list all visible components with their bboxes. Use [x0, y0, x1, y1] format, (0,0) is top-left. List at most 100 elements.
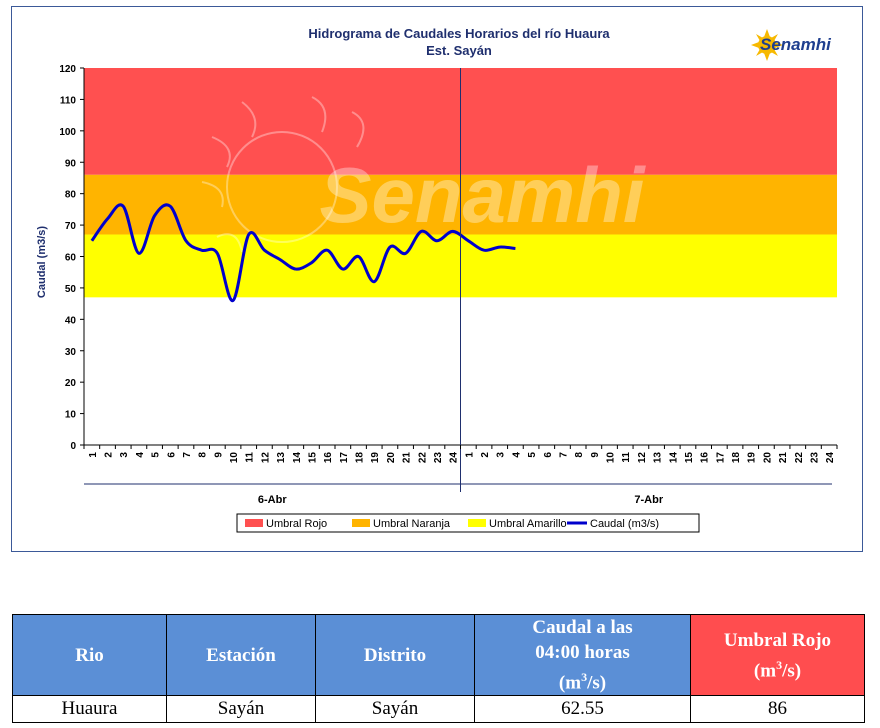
header-distrito: Distrito [315, 613, 475, 697]
header-umbral-unit: (m3/s) [753, 657, 802, 681]
x-tick-label: 22 [794, 452, 805, 464]
x-tick-label: 4 [511, 452, 522, 458]
legend-label: Umbral Amarillo [489, 518, 567, 530]
x-tick-label: 17 [715, 452, 726, 464]
y-tick-label: 20 [65, 378, 77, 389]
legend-swatch [468, 519, 486, 527]
x-tick-label: 14 [668, 452, 679, 464]
x-tick-label: 11 [245, 452, 256, 463]
sun-icon [751, 29, 783, 61]
x-tick-label: 24 [449, 452, 460, 464]
cell-caudal: 62.55 [474, 695, 691, 724]
x-tick-label: 21 [402, 452, 413, 464]
chart-title: Hidrograma de Caudales Horarios del río … [308, 26, 610, 41]
x-tick-label: 15 [684, 452, 695, 464]
x-tick-label: 18 [731, 452, 742, 464]
header-rio: Rio [12, 613, 167, 697]
y-tick-label: 90 [65, 158, 77, 169]
x-tick-label: 7 [182, 452, 193, 458]
x-tick-label: 8 [198, 452, 209, 458]
legend-swatch [245, 519, 263, 527]
x-tick-label: 5 [527, 452, 538, 458]
cell-estacion: Sayán [166, 695, 316, 724]
x-tick-label: 17 [339, 452, 350, 464]
y-ticks: 0 10 20 30 40 50 60 70 80 90 100 110 120 [59, 64, 84, 452]
day-label: 7-Abr [634, 494, 663, 506]
x-tick-label: 4 [135, 452, 146, 458]
y-tick-label: 80 [65, 190, 77, 201]
x-tick-label: 18 [355, 452, 366, 464]
x-tick-label: 5 [151, 452, 162, 458]
hydrograph-chart: Hidrograma de Caudales Horarios del río … [36, 26, 838, 533]
chart-subtitle: Est. Sayán [426, 43, 492, 58]
watermark-text: Senamhi [319, 151, 645, 239]
legend-label: Umbral Naranja [373, 518, 451, 530]
x-tick-label: 1 [88, 452, 99, 458]
y-tick-label: 40 [65, 315, 77, 326]
watermark-sun-icon [201, 96, 365, 253]
y-tick-label: 100 [59, 127, 76, 138]
senamhi-logo: Senamhi [751, 29, 832, 61]
table-row: Huaura Sayán Sayán 62.55 86 [12, 695, 865, 724]
x-tick-label: 14 [292, 452, 303, 464]
x-tick-label: 19 [747, 452, 758, 464]
x-tick-label: 6 [166, 452, 177, 458]
x-tick-label: 13 [276, 452, 287, 464]
header-estacion: Estación [166, 613, 316, 697]
x-tick-label: 7 [558, 452, 569, 458]
x-tick-label: 16 [323, 452, 334, 464]
logo-text: Senamhi [760, 35, 832, 54]
chart-frame: Hidrograma de Caudales Horarios del río … [11, 6, 863, 552]
x-ticks: 1 2 3 4 5 6 7 8 9 10 11 12 13 14 15 16 17 18 19 20 21 22 23 24 1… [83, 445, 838, 464]
header-caudal: Caudal a las 04:00 horas (m3/s) [474, 613, 691, 697]
y-tick-label: 50 [65, 284, 77, 295]
x-tick-label: 23 [433, 452, 444, 464]
legend-label: Caudal (m3/s) [590, 518, 659, 530]
x-tick-label: 2 [104, 452, 115, 458]
y-tick-label: 10 [65, 410, 77, 421]
x-tick-label: 23 [809, 452, 820, 464]
day-labels: 6-Abr 7-Abr [258, 494, 664, 506]
x-tick-label: 20 [762, 452, 773, 464]
x-tick-label: 1 [464, 452, 475, 458]
cell-umbral: 86 [690, 695, 865, 724]
x-tick-label: 16 [700, 452, 711, 464]
table-header-row: Rio Estación Distrito Caudal a las 04:00… [12, 613, 865, 697]
y-tick-label: 120 [59, 64, 76, 75]
x-tick-label: 6 [543, 452, 554, 458]
x-tick-label: 10 [606, 452, 617, 464]
x-tick-label: 2 [480, 452, 491, 458]
x-tick-label: 3 [496, 452, 507, 458]
x-tick-label: 10 [229, 452, 240, 464]
x-tick-label: 8 [574, 452, 585, 458]
x-tick-label: 12 [637, 452, 648, 464]
header-umbral-line1: Umbral Rojo [723, 629, 832, 651]
header-caudal-line1: Caudal a las [532, 617, 633, 638]
x-tick-label: 13 [653, 452, 664, 464]
x-tick-label: 19 [370, 452, 381, 464]
x-tick-label: 20 [386, 452, 397, 464]
x-tick-label: 12 [260, 452, 271, 464]
header-caudal-unit: (m3/s) [558, 670, 607, 694]
x-tick-label: 22 [417, 452, 428, 464]
series-line-caudal [90, 203, 516, 302]
x-tick-label: 24 [825, 452, 836, 464]
y-tick-label: 110 [60, 95, 77, 106]
series-layer [90, 203, 516, 302]
day-label: 6-Abr [258, 494, 287, 506]
x-tick-label: 15 [307, 452, 318, 464]
watermark: Senamhi [201, 96, 646, 253]
legend-label: Umbral Rojo [266, 518, 327, 530]
legend: Umbral Rojo Umbral Naranja Umbral Amarillo… [236, 513, 700, 533]
header-umbral-rojo: Umbral Rojo (m3/s) [690, 613, 865, 697]
x-tick-label: 9 [213, 452, 224, 458]
y-tick-label: 0 [70, 441, 76, 452]
cell-distrito: Sayán [315, 695, 475, 724]
x-tick-label: 11 [621, 452, 632, 463]
x-tick-label: 3 [119, 452, 130, 458]
y-tick-label: 60 [65, 253, 77, 264]
y-tick-label: 70 [65, 221, 77, 232]
x-tick-label: 9 [590, 452, 601, 458]
cell-rio: Huaura [12, 695, 167, 724]
info-table: Rio Estación Distrito Caudal a las 04:00… [12, 613, 865, 724]
